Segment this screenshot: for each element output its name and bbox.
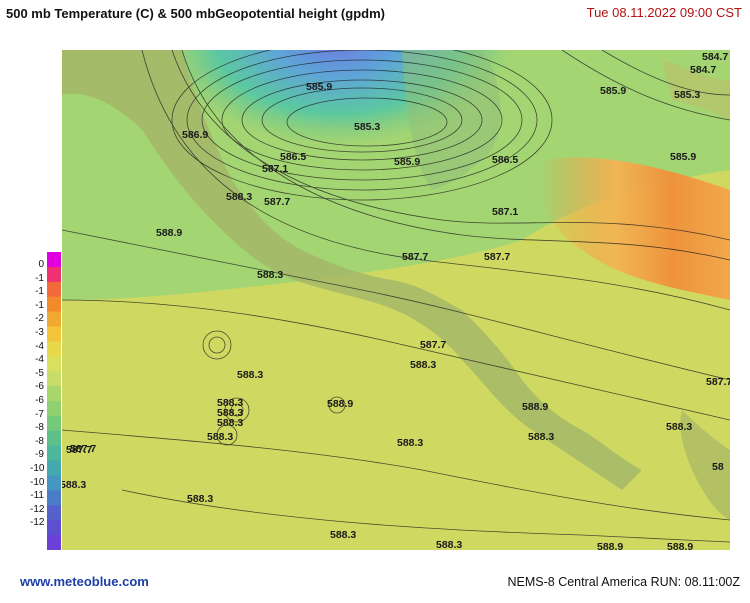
legend-swatch xyxy=(47,475,61,491)
legend-label: 0 xyxy=(38,259,44,270)
contour-label: 587.1 xyxy=(492,206,518,218)
legend-swatch xyxy=(47,311,61,327)
contour-label: 588.3 xyxy=(187,493,213,505)
contour-label: 584.7 xyxy=(702,51,728,63)
legend-swatch xyxy=(47,326,61,342)
contour-label: 588.3 xyxy=(257,269,283,281)
legend-swatch xyxy=(47,490,61,506)
contour-label: 587.7 xyxy=(420,339,446,351)
contour-label: 588.9 xyxy=(522,401,548,413)
legend-label: -4 xyxy=(35,354,44,366)
contour-label: 585.9 xyxy=(670,151,696,163)
contour-label: 58 xyxy=(712,461,724,473)
contour-label: 588.3 xyxy=(62,479,86,491)
legend-label: -10 xyxy=(30,462,45,474)
legend-swatch xyxy=(47,401,61,417)
contour-label: 588.3 xyxy=(330,529,356,541)
legend-label: -8 xyxy=(35,435,44,447)
legend-label: -8 xyxy=(35,422,44,434)
contour-label: 588.9 xyxy=(597,541,623,550)
legend-swatch xyxy=(47,415,61,432)
contour-label: 588.3 xyxy=(207,431,233,443)
contour-label: 588.9 xyxy=(156,227,182,239)
legend-label: -1 xyxy=(35,272,44,284)
legend-swatch xyxy=(47,341,61,357)
contour-label: 587.1 xyxy=(262,163,288,175)
legend-label: -10 xyxy=(30,476,45,488)
warm-band xyxy=(539,157,730,300)
contour-label: 586.9 xyxy=(182,129,208,141)
contour-label: 587.7 xyxy=(264,196,290,208)
contour-label: 586.5 xyxy=(280,151,306,163)
legend-label: -3 xyxy=(35,326,44,338)
legend-label: -11 xyxy=(30,490,44,502)
legend-swatch xyxy=(47,356,61,372)
legend-label: -7 xyxy=(35,408,44,420)
legend-swatch xyxy=(47,445,61,462)
contour-label-group: 585.9 585.3 586.9 586.5 587.1 588.3 587.… xyxy=(62,51,730,550)
legend-label: -9 xyxy=(35,449,44,461)
contour-label: 588.3 xyxy=(237,369,263,381)
temperature-legend-labels: 0 -1 -1 -1 -2 -3 -4 -4 -5 -6 -6 -7 -8 -8… xyxy=(30,258,44,530)
contour-label: 586.5 xyxy=(492,154,518,166)
contour-lines xyxy=(62,50,730,543)
temperature-legend-bar xyxy=(47,252,61,551)
legend-gradient xyxy=(47,252,61,551)
contour-label: 585.3 xyxy=(354,121,380,133)
forecast-datetime: Tue 08.11.2022 09:00 CST xyxy=(586,5,742,20)
contour-label: 588.3 xyxy=(528,431,554,443)
legend-label: -6 xyxy=(35,394,44,406)
contour-label: 588.3 xyxy=(226,191,252,203)
legend-label: -6 xyxy=(35,381,44,393)
meteoblue-link[interactable]: www.meteoblue.com xyxy=(20,574,149,589)
land-south-america xyxy=(680,410,730,520)
contour-label: 588.3 xyxy=(397,437,423,449)
legend-swatch xyxy=(47,430,61,447)
land-cuba xyxy=(662,60,730,120)
contour-label: 588.3 xyxy=(410,359,436,371)
contour-label: 585.9 xyxy=(600,85,626,97)
legend-swatch xyxy=(47,460,61,476)
land-yucatan xyxy=(402,50,501,190)
legend-swatch xyxy=(47,296,61,313)
contour-label: 587.7 xyxy=(484,251,510,263)
contour-label: 585.3 xyxy=(674,89,700,101)
contour-label: 585.9 xyxy=(394,156,420,168)
legend-label: -1 xyxy=(35,286,44,298)
contour-label: 588.3 xyxy=(217,417,243,429)
model-run-info: NEMS-8 Central America RUN: 08.11:00Z xyxy=(507,575,741,589)
legend-label: -2 xyxy=(35,313,44,325)
legend-label: -12 xyxy=(30,517,45,529)
legend-swatch xyxy=(47,535,61,551)
weather-map[interactable]: 585.9 585.3 586.9 586.5 587.1 588.3 587.… xyxy=(62,50,730,550)
contour-label: 588.3 xyxy=(217,407,243,419)
legend-swatch xyxy=(47,252,61,268)
contour-label: 588.9 xyxy=(667,541,693,550)
map-canvas: 585.9 585.3 586.9 586.5 587.1 588.3 587.… xyxy=(62,50,730,550)
contour-label: 585.9 xyxy=(306,81,332,93)
contour-label: 587.7 xyxy=(706,376,730,388)
legend-swatch xyxy=(47,386,61,402)
contour-label: 588.3 xyxy=(436,539,462,550)
legend-label: -4 xyxy=(35,340,44,352)
contour-label: 587.7 xyxy=(402,251,428,263)
legend-label: -5 xyxy=(35,367,44,379)
chart-title: 500 mb Temperature (C) & 500 mbGeopotent… xyxy=(6,6,385,21)
land-mexico-central-america xyxy=(62,50,642,490)
contour-label: 588.9 xyxy=(327,398,353,410)
contour-label: 587.7 xyxy=(70,443,96,455)
legend-swatch xyxy=(47,505,61,521)
contour-label: 588.3 xyxy=(217,397,243,409)
contour-label: 584.7 xyxy=(690,64,716,76)
contour-label: 587.7 xyxy=(66,444,92,456)
legend-label: -1 xyxy=(35,299,44,311)
legend-swatch xyxy=(47,281,61,298)
legend-swatch xyxy=(47,520,61,536)
legend-swatch xyxy=(47,266,61,283)
legend-label: -12 xyxy=(30,503,45,515)
legend-swatch xyxy=(47,371,61,387)
contour-label: 588.3 xyxy=(666,421,692,433)
